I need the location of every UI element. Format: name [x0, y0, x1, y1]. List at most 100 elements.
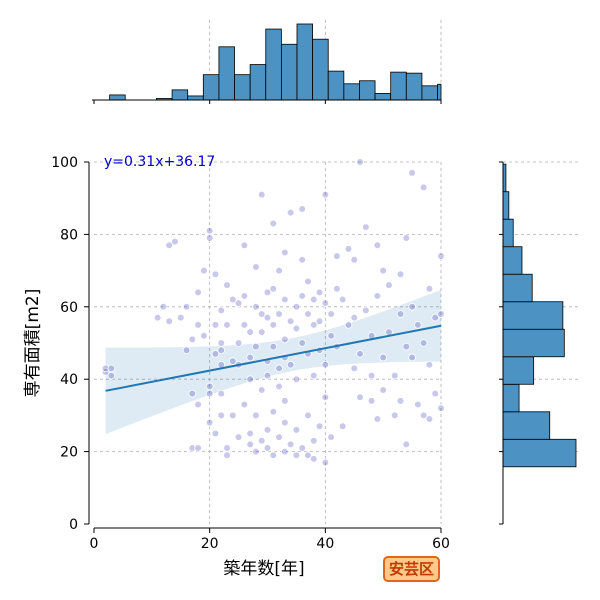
scatter-point — [327, 433, 335, 441]
scatter-point — [246, 328, 254, 336]
scatter-point — [275, 433, 283, 441]
x-histogram-bar — [421, 85, 438, 101]
scatter-point — [292, 426, 301, 434]
x-histogram-bar — [171, 89, 189, 101]
scatter-point — [309, 321, 318, 329]
scatter-point — [396, 397, 405, 405]
scatter-point — [437, 404, 445, 412]
scatter-point — [223, 321, 231, 329]
x-histogram-bar — [405, 72, 423, 101]
y-histogram-bar — [502, 246, 523, 275]
scatter-point — [257, 310, 266, 318]
scatter-point — [373, 415, 382, 423]
y-axis-title: 専有面積[m2] — [23, 289, 43, 398]
ward-badge: 安芸区 — [383, 556, 441, 582]
scatter-point — [217, 389, 226, 398]
scatter-point — [257, 386, 266, 394]
scatter-point — [286, 360, 295, 369]
scatter-point — [304, 411, 312, 420]
scatter-point — [229, 295, 237, 304]
scatter-point — [176, 313, 185, 322]
scatter-point — [211, 321, 220, 329]
scatter-point — [309, 295, 318, 304]
scatter-point — [350, 313, 359, 322]
scatter-point — [356, 393, 364, 402]
x-histogram-bar — [249, 64, 267, 101]
scatter-point — [188, 389, 197, 398]
scatter-point — [246, 429, 254, 438]
scatter-point — [246, 353, 254, 362]
x-tick-label: 60 — [432, 536, 450, 552]
scatter-point — [107, 371, 116, 380]
scatter-point — [205, 418, 214, 427]
scatter-point — [292, 375, 301, 384]
scatter-point — [419, 339, 428, 347]
scatter-point — [223, 444, 231, 452]
scatter-point — [263, 371, 272, 380]
scatter-point — [321, 393, 330, 402]
scatter-point — [240, 321, 249, 329]
scatter-point — [269, 342, 278, 351]
y-marginal-histogram — [499, 161, 578, 525]
y-tick-label: 80 — [60, 227, 78, 243]
x-histogram-bar — [265, 28, 282, 101]
scatter-point — [390, 371, 399, 380]
y-tick-label: 40 — [60, 372, 78, 388]
scatter-point — [257, 190, 266, 199]
scatter-point — [165, 241, 173, 250]
scatter-point — [217, 346, 226, 355]
scatter-point — [194, 444, 202, 452]
scatter-point — [362, 223, 370, 231]
scatter-point — [362, 306, 370, 315]
scatter-point — [298, 339, 307, 347]
y-histogram-bar — [502, 191, 510, 220]
scatter-point — [269, 321, 278, 329]
scatter-point — [356, 158, 364, 166]
scatter-point — [315, 288, 324, 297]
scatter-point — [159, 302, 168, 311]
scatter-point — [194, 321, 202, 329]
scatter-point — [234, 433, 243, 441]
scatter-point — [275, 266, 283, 275]
x-histogram-bar — [296, 23, 314, 101]
y-histogram-bar — [502, 328, 565, 358]
scatter-point — [211, 270, 220, 279]
scatter-point — [240, 400, 249, 409]
scatter-point — [263, 313, 272, 322]
scatter-point — [373, 241, 382, 250]
scatter-point — [223, 451, 231, 460]
scatter-point — [356, 350, 364, 358]
scatter-point — [205, 382, 214, 391]
scatter-point — [419, 411, 428, 420]
y-histogram-bar — [502, 438, 577, 468]
scatter-point — [286, 440, 295, 449]
scatter-point — [350, 364, 359, 373]
scatter-point — [396, 270, 405, 279]
x-histogram-bar — [234, 74, 251, 101]
scatter-point — [281, 248, 289, 257]
y-tick-label: 60 — [60, 300, 78, 316]
scatter-point — [188, 335, 197, 344]
regression-equation: y=0.31x+36.17 — [104, 154, 215, 170]
scatter-point — [402, 234, 411, 242]
scatter-point — [292, 324, 301, 333]
scatter-point — [425, 415, 434, 423]
scatter-point — [414, 400, 422, 409]
scatter-point — [200, 331, 208, 340]
scatter-point — [275, 364, 283, 373]
scatter-point — [367, 371, 376, 380]
scatter-point — [263, 426, 272, 434]
scatter-point — [315, 422, 324, 431]
scatter-point — [182, 302, 191, 311]
x-histogram-bar — [374, 93, 392, 101]
confidence-band — [105, 289, 442, 435]
scatter-point — [107, 364, 116, 373]
scatter-point — [338, 295, 347, 304]
scatter-point — [367, 397, 376, 405]
scatter-point — [263, 444, 272, 452]
scatter-point — [246, 440, 254, 449]
scatter-point — [309, 371, 318, 380]
scatter-point — [373, 292, 382, 300]
scatter-point — [298, 205, 307, 213]
scatter-point — [205, 389, 214, 398]
